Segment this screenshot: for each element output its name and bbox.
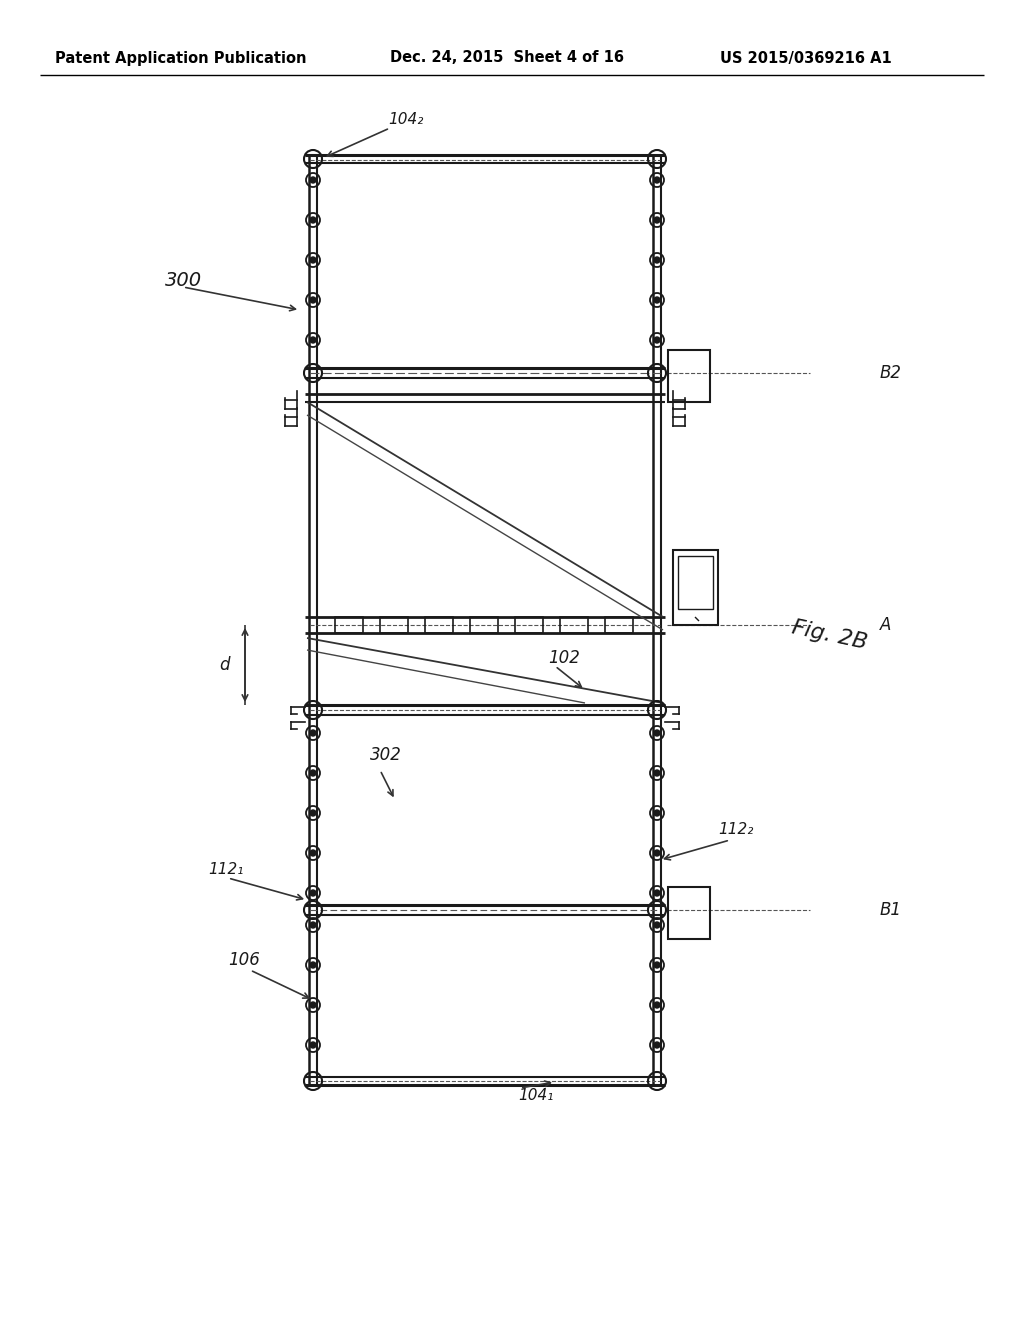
Circle shape [310, 297, 316, 304]
Circle shape [654, 730, 660, 737]
Text: B2: B2 [880, 364, 902, 381]
Circle shape [310, 257, 316, 263]
Text: 106: 106 [228, 950, 260, 969]
Bar [605, 616, 633, 634]
Circle shape [310, 921, 316, 928]
Text: 112₂: 112₂ [718, 822, 754, 837]
Bar [678, 556, 713, 609]
Circle shape [654, 1002, 660, 1008]
Text: 112₁: 112₁ [208, 862, 244, 878]
Circle shape [654, 216, 660, 223]
Bar [668, 887, 710, 939]
Circle shape [654, 257, 660, 263]
Circle shape [310, 962, 316, 968]
Circle shape [654, 962, 660, 968]
Circle shape [310, 810, 316, 816]
Bar [560, 616, 588, 634]
Circle shape [310, 770, 316, 776]
Circle shape [310, 890, 316, 896]
Bar [470, 616, 498, 634]
Circle shape [310, 850, 316, 855]
Text: 104₁: 104₁ [518, 1088, 553, 1102]
Circle shape [654, 1041, 660, 1048]
Circle shape [310, 337, 316, 343]
Circle shape [654, 177, 660, 183]
Bar [380, 616, 408, 634]
Circle shape [654, 337, 660, 343]
Bar [515, 616, 543, 634]
Text: A: A [880, 616, 891, 634]
Circle shape [654, 810, 660, 816]
Text: d: d [219, 656, 230, 675]
Circle shape [310, 730, 316, 737]
Bar [335, 616, 362, 634]
Text: Dec. 24, 2015  Sheet 4 of 16: Dec. 24, 2015 Sheet 4 of 16 [390, 50, 624, 66]
Text: 102: 102 [548, 649, 580, 667]
Circle shape [310, 1002, 316, 1008]
Bar [673, 550, 718, 624]
Circle shape [310, 177, 316, 183]
Circle shape [654, 921, 660, 928]
Circle shape [654, 850, 660, 855]
Circle shape [310, 1041, 316, 1048]
Text: B1: B1 [880, 902, 902, 919]
Bar [668, 350, 710, 403]
Circle shape [654, 770, 660, 776]
Text: Patent Application Publication: Patent Application Publication [55, 50, 306, 66]
Circle shape [654, 297, 660, 304]
Text: 104₂: 104₂ [388, 112, 423, 128]
Bar [425, 616, 453, 634]
Circle shape [654, 890, 660, 896]
Text: 300: 300 [165, 271, 202, 289]
Text: Fig. 2B: Fig. 2B [790, 618, 869, 653]
Text: US 2015/0369216 A1: US 2015/0369216 A1 [720, 50, 892, 66]
Circle shape [310, 216, 316, 223]
Text: 302: 302 [370, 746, 401, 764]
